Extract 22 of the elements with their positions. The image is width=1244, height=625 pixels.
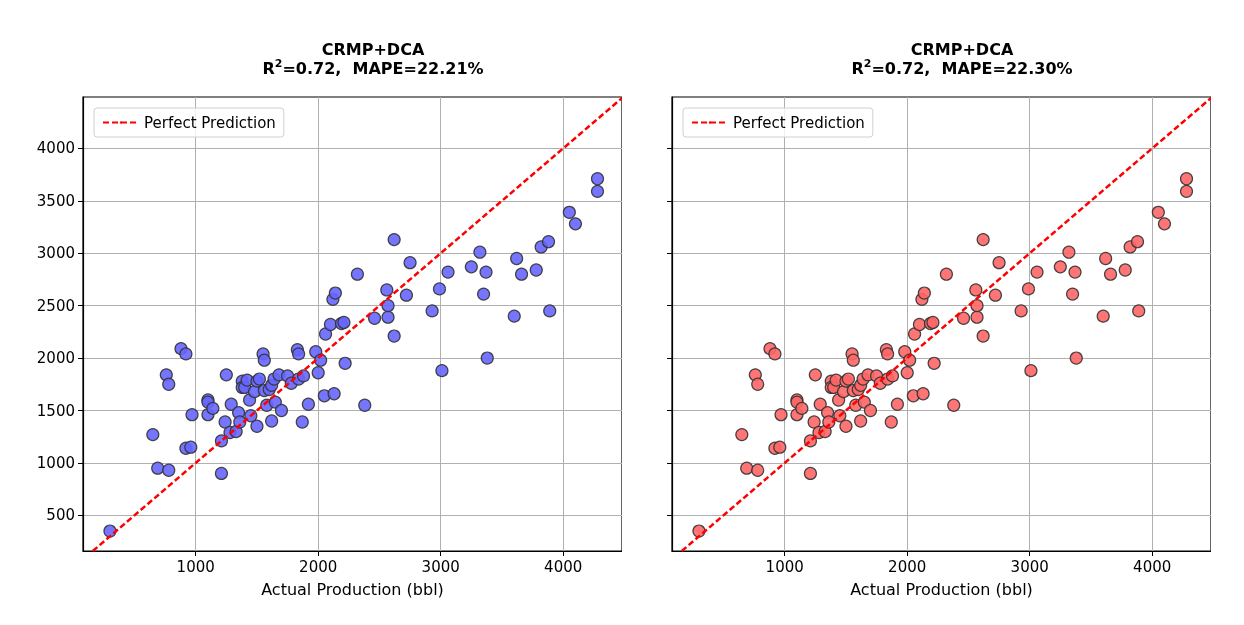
legend-label: Perfect Prediction	[144, 113, 276, 132]
y-tick-label: 3500	[36, 191, 75, 210]
x-axis-title: Actual Production (bbl)	[261, 579, 444, 599]
x-tick-label: 4000	[1133, 557, 1172, 576]
x-tick-label: 3000	[1010, 557, 1049, 576]
chart-title: CRMP+DCA	[321, 39, 425, 59]
legend-label: Perfect Prediction	[733, 113, 865, 132]
x-tick-label: 4000	[544, 557, 583, 576]
y-tick-label: 4000	[36, 139, 75, 158]
chart-title: CRMP+DCA	[910, 39, 1014, 59]
y-tick-label: 3000	[36, 244, 75, 263]
x-tick-label: 1000	[765, 557, 804, 576]
x-tick-label: 3000	[421, 557, 460, 576]
y-tick-label: 1500	[36, 401, 75, 420]
y-tick-label: 1000	[36, 453, 75, 472]
x-tick-label: 2000	[888, 557, 927, 576]
y-tick-label: 2500	[36, 296, 75, 315]
y-tick-label: 500	[46, 506, 75, 525]
y-tick-label: 2000	[36, 349, 75, 368]
x-axis-title: Actual Production (bbl)	[850, 579, 1033, 599]
x-tick-label: 2000	[299, 557, 338, 576]
x-tick-label: 1000	[176, 557, 215, 576]
